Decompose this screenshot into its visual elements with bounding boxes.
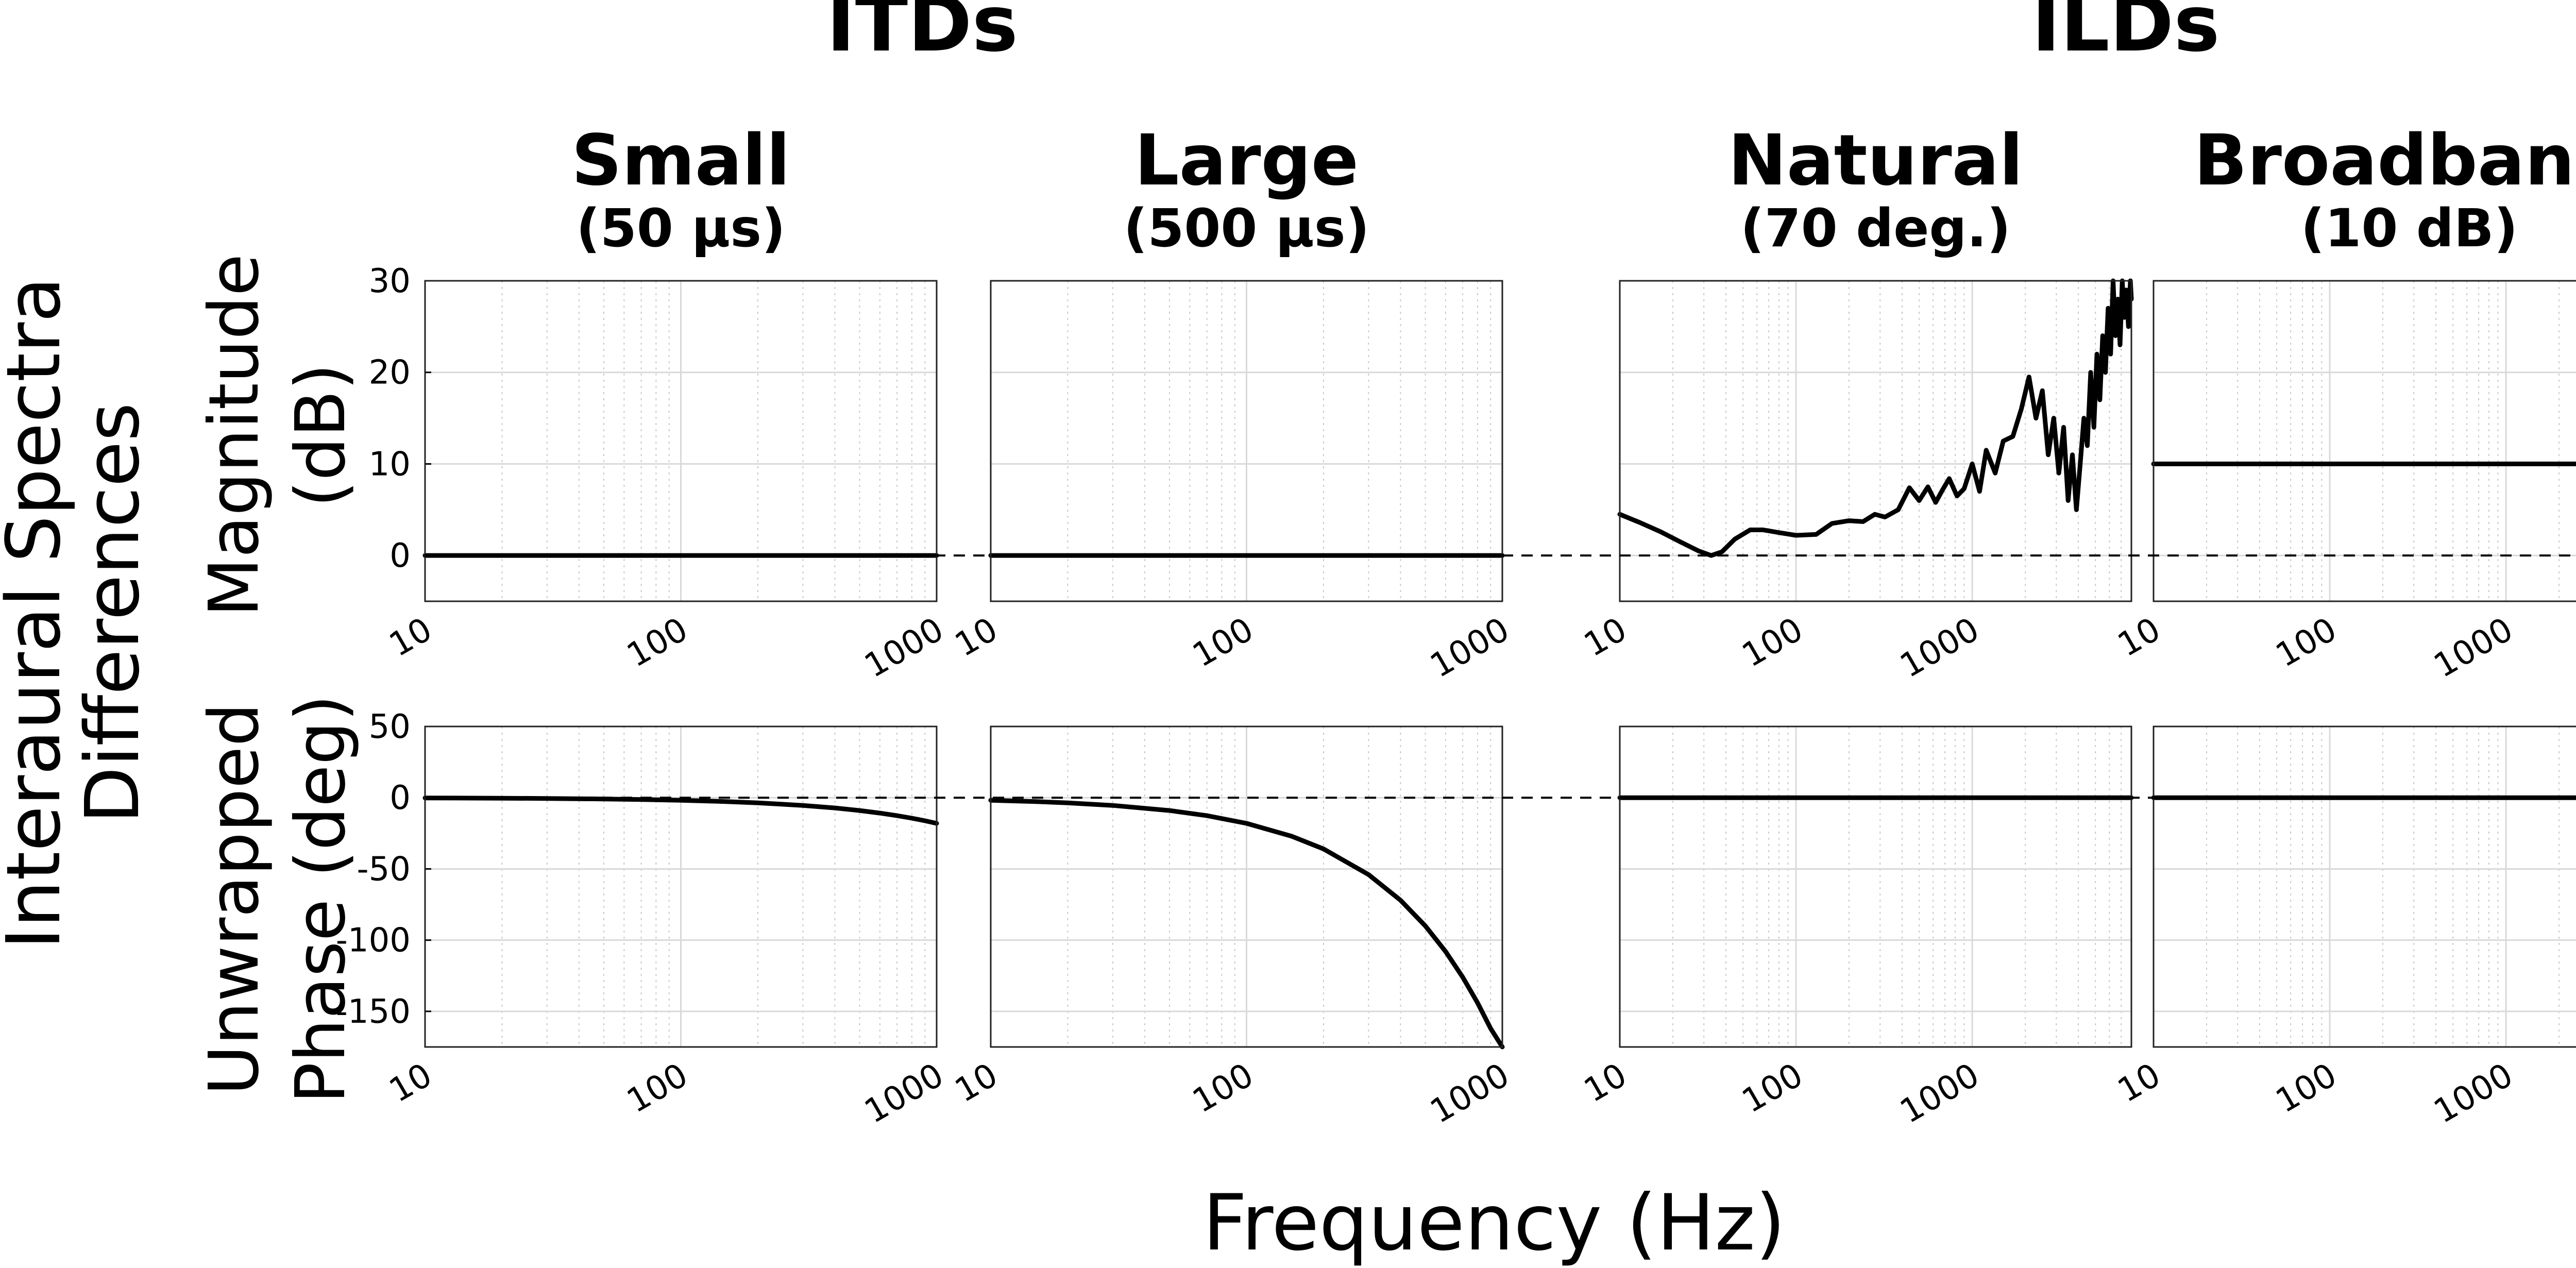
panel-title: Natural xyxy=(1728,120,2023,201)
x-tick-label: 100 xyxy=(1736,611,1809,675)
x-tick-label: 10 xyxy=(383,611,438,665)
panel-1-0: 50 0 -50 -100 -150 10 100 1000 xyxy=(336,708,950,1131)
x-tick-label: 1000 xyxy=(858,611,950,686)
x-tick-label: 1000 xyxy=(1424,1056,1516,1131)
x-tick-label: 100 xyxy=(2269,1056,2343,1121)
row-label-magnitude-line-2: (dB) xyxy=(281,363,361,507)
row-label-phase-line-2: Phase (deg) xyxy=(281,695,361,1104)
panel-title: Broadband xyxy=(2194,120,2576,201)
figure-xlabel: Frequency (Hz) xyxy=(1202,1178,1785,1268)
x-tick-label: 100 xyxy=(1187,1056,1260,1121)
panel-frame xyxy=(2153,725,2576,1048)
x-tick-label: 10 xyxy=(1578,1056,1633,1110)
panel-subtitle: (10 dB) xyxy=(2301,198,2518,259)
series-line xyxy=(988,798,1505,1050)
panel-1-2: 10 100 1000 xyxy=(1578,725,2134,1131)
panel-subtitle: (50 μs) xyxy=(576,198,785,259)
x-tick-label: 1000 xyxy=(1894,611,1986,686)
panel-subtitle: (500 μs) xyxy=(1124,198,1369,259)
panel-0-1: Large(500 μs) 10 100 1000 xyxy=(948,120,1516,685)
x-tick-label: 100 xyxy=(1736,1056,1809,1121)
panel-frame xyxy=(424,280,938,602)
y-tick-label: -100 xyxy=(336,922,411,960)
panel-frame xyxy=(1619,280,2132,602)
panel-frame xyxy=(1619,725,2132,1048)
panel-0-2: Natural(70 deg.) 10 100 1000 xyxy=(1578,120,2134,686)
x-tick-label: 10 xyxy=(1578,611,1633,665)
figure-ylabel-line-1: Interaural Spectra xyxy=(0,277,77,949)
figure-ylabel-line-2: Differences xyxy=(69,402,156,823)
y-tick-label: 20 xyxy=(369,354,411,392)
panel-frame xyxy=(990,280,1503,602)
x-tick-label: 1000 xyxy=(1894,1056,1986,1131)
row-label-magnitude-line-1: Magnitude xyxy=(195,254,274,617)
panel-1-1: 10 100 1000 xyxy=(948,725,1516,1131)
panel-frame xyxy=(424,725,938,1048)
panel-frame xyxy=(2153,280,2576,602)
x-tick-label: 1000 xyxy=(1424,611,1516,686)
y-tick-label: 0 xyxy=(389,779,411,817)
panel-0-3: Broadband(10 dB) 10 100 1000 xyxy=(2111,120,2576,685)
x-tick-label: 100 xyxy=(621,1056,694,1121)
y-tick-label: 10 xyxy=(369,445,411,483)
x-tick-label: 10 xyxy=(948,1056,1004,1110)
y-tick-label: 50 xyxy=(369,708,411,746)
group-title-ilds: ILDs xyxy=(2031,0,2219,69)
x-tick-label: 1000 xyxy=(858,1056,950,1131)
series-line xyxy=(1617,278,2134,558)
y-tick-label: 30 xyxy=(369,262,411,300)
x-tick-label: 100 xyxy=(1187,611,1260,675)
row-label-phase-line-1: Unwrapped xyxy=(195,703,274,1095)
x-tick-label: 1000 xyxy=(2428,1056,2519,1131)
x-tick-label: 10 xyxy=(383,1056,438,1110)
group-title-itds: ITDs xyxy=(826,0,1018,69)
y-tick-label: -50 xyxy=(357,850,411,888)
y-tick-label: -150 xyxy=(336,993,411,1031)
y-tick-label: 0 xyxy=(389,537,411,575)
x-tick-label: 10 xyxy=(2111,611,2167,665)
panel-frame xyxy=(990,725,1503,1048)
x-tick-label: 10 xyxy=(948,611,1004,665)
panel-title: Small xyxy=(571,120,790,201)
panel-subtitle: (70 deg.) xyxy=(1740,198,2011,259)
x-tick-label: 1000 xyxy=(2428,611,2519,686)
x-tick-label: 100 xyxy=(2269,611,2343,675)
panel-title: Large xyxy=(1134,120,1359,201)
x-tick-label: 100 xyxy=(621,611,694,675)
panel-1-3: 10 100 1000 xyxy=(2111,725,2576,1131)
x-tick-label: 10 xyxy=(2111,1056,2167,1110)
